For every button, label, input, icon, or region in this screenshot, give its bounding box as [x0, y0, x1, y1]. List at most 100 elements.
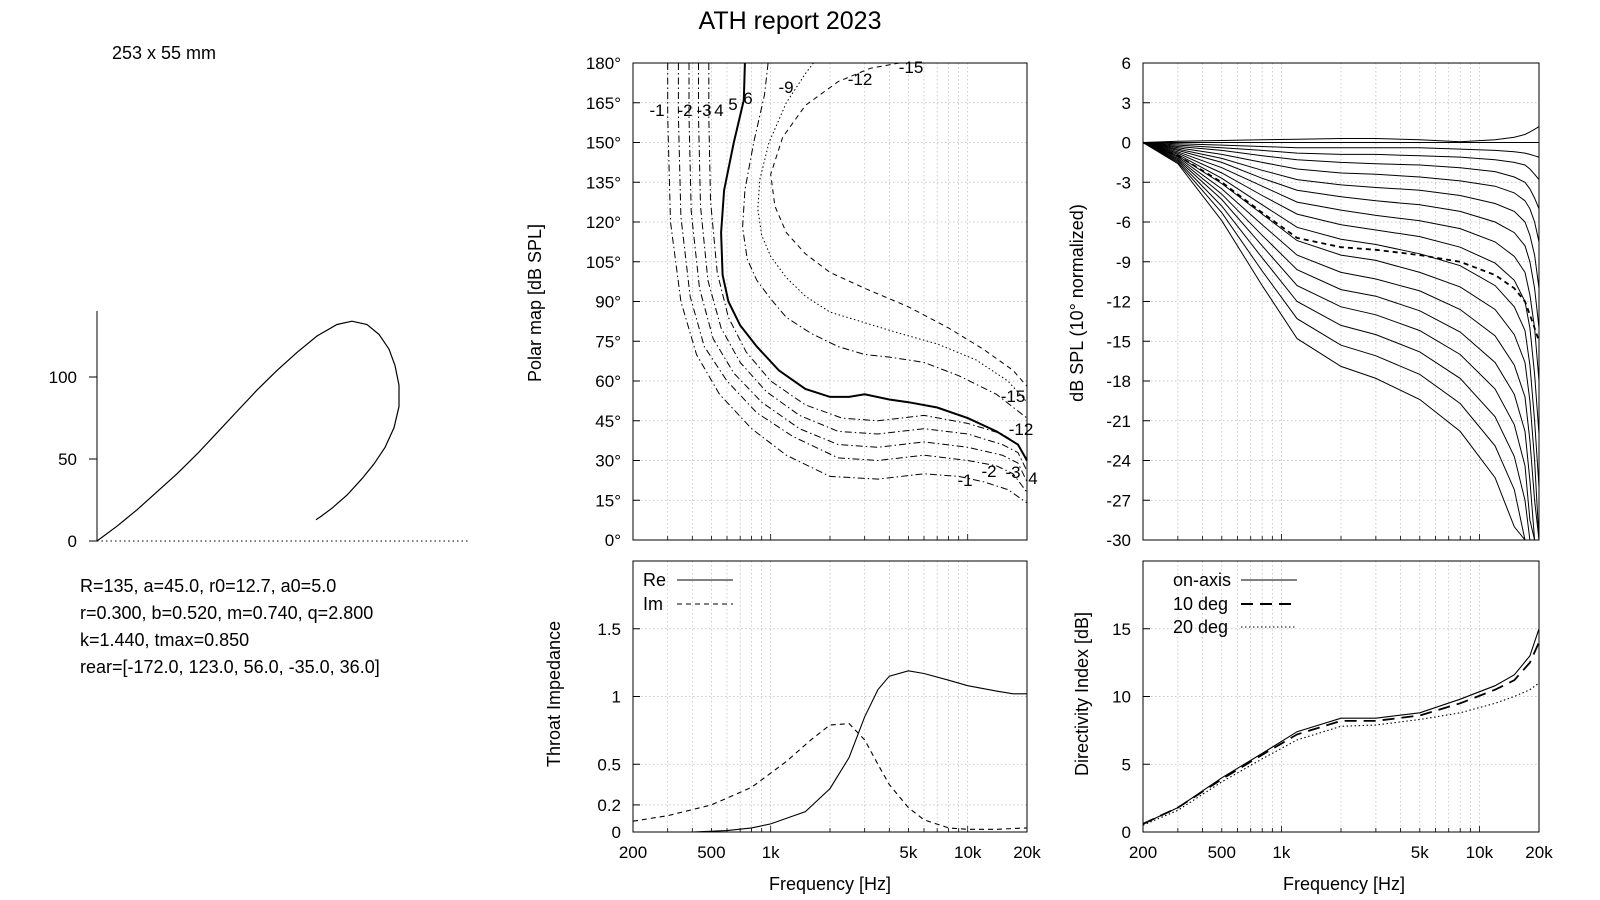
report-title: ATH report 2023: [699, 7, 882, 35]
profile-plot: 0 50 100: [49, 311, 470, 551]
throat-impedance-grid: [633, 561, 1027, 832]
y-tick-label: 0: [1122, 134, 1131, 153]
contour-line: [708, 63, 1028, 461]
y-tick-label: 45°: [595, 412, 621, 431]
spl-angle-curve: [1142, 142, 1540, 243]
y-tick-label: 0.5: [597, 755, 621, 774]
y-tick-label: -15: [1106, 332, 1131, 351]
x-tick-label: 5k: [1411, 843, 1429, 862]
normalized-spl-plot: dB SPL (10° normalized) -30-27-24-21-18-…: [1067, 54, 1540, 550]
y-tick-label: 75°: [595, 332, 621, 351]
spl-angle-curve: [1142, 142, 1540, 382]
contour-label: -1: [957, 471, 972, 490]
x-tick-label: 200: [1129, 843, 1157, 862]
directivity-index-grid: [1143, 561, 1539, 832]
y-tick-label: 135°: [586, 173, 621, 192]
contour-label: -3: [696, 101, 711, 120]
spl-angle-curve: [1142, 142, 1540, 435]
y-tick-label: 90°: [595, 293, 621, 312]
impedance-curve-im: [632, 723, 1028, 830]
x-tick-label: 200: [619, 843, 647, 862]
contour-line: [667, 63, 1028, 504]
param-line: R=135, a=45.0, r0=12.7, a0=5.0: [80, 576, 336, 596]
polar-map-y-ticks: 0° 15° 30° 45° 60° 75° 90° 105° 120° 135° 150° 165°…: [586, 54, 640, 550]
directivity-index-y-ticks: 0 5 10 15: [1112, 620, 1150, 842]
contour-label: 4: [1028, 469, 1037, 488]
normalized-spl-grid: [1143, 63, 1539, 540]
directivity-index-legend: on-axis 10 deg 20 deg: [1173, 570, 1297, 637]
y-tick-label: -27: [1106, 491, 1131, 510]
normalized-spl-curves: [1142, 126, 1540, 541]
polar-map-contours: [667, 62, 1028, 504]
throat-impedance-frame: [632, 560, 1028, 833]
spl-angle-curve: [1142, 142, 1540, 209]
y-tick-label: 0°: [605, 531, 621, 550]
y-tick-label: -18: [1106, 372, 1131, 391]
y-tick-label: -24: [1106, 452, 1131, 471]
y-tick-label: 5: [1122, 755, 1131, 774]
y-tick-label: 6: [1122, 54, 1131, 73]
contour-label: 4: [714, 101, 723, 120]
di-curve: [1142, 628, 1540, 825]
y-tick-label: 180°: [586, 54, 621, 73]
spl-angle-curve: [1142, 126, 1540, 143]
horn-parameters: R=135, a=45.0, r0=12.7, a0=5.0 r=0.300, …: [80, 576, 380, 677]
polar-map-frame: [632, 62, 1028, 541]
spl-angle-curve: [1142, 142, 1540, 158]
contour-line: [677, 63, 1028, 493]
throat-impedance-x-ticks: 200 500 1k 5k 10k 20k: [619, 843, 1041, 862]
y-tick-label: 0: [1122, 823, 1131, 842]
x-tick-label: 5k: [899, 843, 917, 862]
di-curve: [1142, 682, 1540, 826]
y-tick-label: -30: [1106, 531, 1131, 550]
throat-impedance-y-axis-label: Throat Impedance: [544, 621, 564, 767]
contour-label: -15: [1001, 387, 1026, 406]
polar-map-contour-labels: -1 -2 -3 4 5 6 -9 -12 -15 -15 -12 4 -3 -…: [649, 58, 1037, 490]
y-tick-label: -9: [1116, 253, 1131, 272]
y-tick-label: 165°: [586, 94, 621, 113]
contour-label: -1: [649, 101, 664, 120]
contour-line: [698, 63, 1028, 472]
contour-line: [757, 62, 1028, 403]
throat-impedance-plot: Throat Impedance Frequency [Hz] 0 0.2 0.5 1…: [544, 560, 1041, 894]
directivity-index-x-ticks: 200 500 1k 5k 10k 20k: [1129, 843, 1553, 862]
y-tick-label: 150°: [586, 134, 621, 153]
contour-label: -2: [677, 101, 692, 120]
throat-impedance-legend: Re Im: [643, 570, 733, 614]
y-tick-label: 1.5: [597, 620, 621, 639]
contour-label: 5: [728, 95, 737, 114]
y-tick-label: 0.2: [597, 796, 621, 815]
contour-label: -15: [899, 58, 924, 77]
x-tick-label: 10k: [954, 843, 982, 862]
directivity-index-y-axis-label: Directivity Index [dB]: [1072, 612, 1092, 776]
spl-angle-curve: [1142, 142, 1540, 329]
y-tick-label: 105°: [586, 253, 621, 272]
y-tick-label: 3: [1122, 94, 1131, 113]
profile-y-tick-label: 50: [58, 450, 77, 469]
spl-angle-curve: [1142, 142, 1540, 289]
y-tick-label: -12: [1106, 293, 1131, 312]
contour-label: 6: [743, 89, 752, 108]
y-tick-label: 120°: [586, 213, 621, 232]
polar-map-plot: Polar map [dB SPL] 0° 15° 30° 45° 60° 75° 90° 1…: [525, 54, 1038, 550]
x-tick-label: 1k: [1272, 843, 1290, 862]
profile-y-ticks: 0 50 100: [49, 368, 97, 551]
throat-impedance-curves: [632, 670, 1028, 833]
param-line: r=0.300, b=0.520, m=0.740, q=2.800: [80, 603, 373, 623]
polar-map-grid: [633, 63, 1027, 540]
profile-curve: [96, 320, 400, 542]
y-tick-label: 1: [612, 688, 621, 707]
legend-label-im: Im: [643, 594, 663, 614]
spl-angle-curve: [1142, 142, 1540, 541]
spl-angle-curve: [1142, 142, 1540, 180]
directivity-index-plot: Directivity Index [dB] Frequency [Hz] 0 5…: [1072, 560, 1553, 894]
polar-map-y-axis-label: Polar map [dB SPL]: [525, 224, 545, 382]
x-tick-label: 10k: [1466, 843, 1494, 862]
legend-label-20-deg: 20 deg: [1173, 617, 1228, 637]
horn-size-label: 253 x 55 mm: [112, 43, 216, 63]
legend-label-10-deg: 10 deg: [1173, 594, 1228, 614]
param-line: rear=[-172.0, 123.0, 56.0, -35.0, 36.0]: [80, 657, 380, 677]
contour-line: [688, 63, 1028, 482]
